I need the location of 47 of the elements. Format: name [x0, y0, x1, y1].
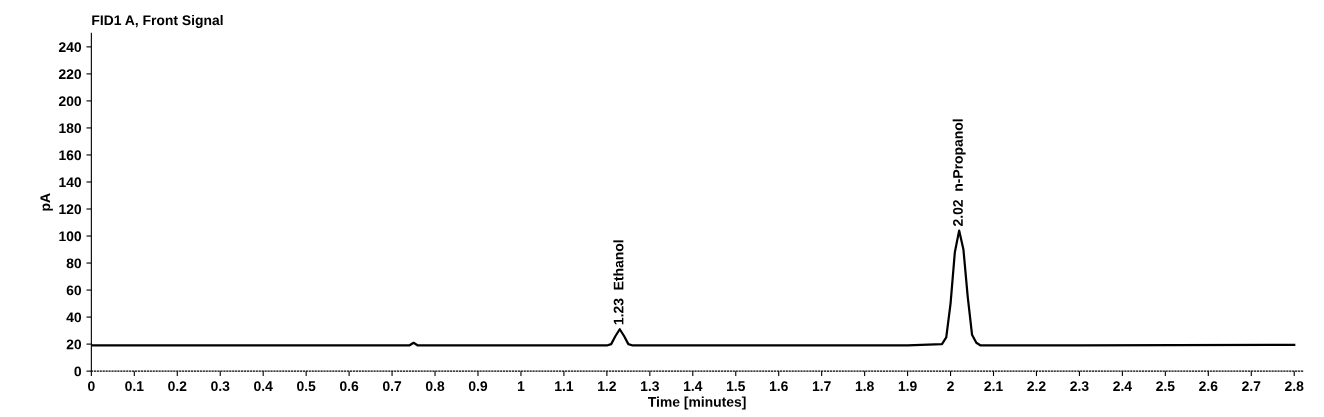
x-tick-label: 0 [88, 381, 95, 392]
x-tick-label: 1 [517, 381, 525, 391]
x-tick-label: 2.7 [1242, 381, 1261, 391]
y-tick-label: 40 [66, 312, 82, 323]
x-tick-label: 1.3 [641, 381, 659, 392]
x-tick-label: 0.3 [211, 381, 230, 392]
x-tick-label: 1.1 [555, 381, 574, 391]
x-tick-label: 1.7 [812, 381, 831, 391]
x-tick-label: 1.5 [726, 381, 746, 392]
y-tick-label: 160 [59, 150, 82, 161]
x-tick-label: 1.8 [855, 381, 874, 392]
x-tick-label: 2.5 [1156, 381, 1175, 392]
x-tick-label: 2 [947, 381, 954, 391]
x-tick-label: 2.1 [984, 381, 1003, 391]
y-tick-label: 80 [66, 258, 82, 269]
x-tick-label: 0.5 [297, 381, 316, 392]
x-tick-label: 0.6 [340, 381, 359, 392]
y-tick-label: 220 [58, 69, 82, 80]
y-tick-label: 180 [59, 123, 82, 134]
x-tick-label: 2.6 [1199, 381, 1218, 392]
y-tick-label: 20 [66, 339, 82, 350]
x-tick-label: 0.1 [125, 381, 144, 392]
x-tick-label: 0.7 [382, 381, 402, 392]
x-axis-title: Time [minutes] [647, 396, 746, 410]
x-tick-label: 0.4 [254, 381, 273, 392]
x-tick-label: 2.8 [1285, 381, 1304, 392]
x-tick-label: 1.4 [684, 381, 703, 391]
x-tick-label: 1.2 [598, 381, 616, 391]
y-axis-title: pA [40, 193, 53, 211]
x-tick-label: 2.2 [1027, 381, 1046, 391]
y-tick-label: 140 [59, 177, 82, 188]
x-tick-label: 0.2 [168, 381, 187, 392]
x-tick-label: 0.8 [425, 381, 445, 392]
y-tick-label: 240 [58, 42, 82, 53]
annotation: 1.23 Ethanol [613, 240, 624, 325]
y-tick-label: 120 [59, 204, 82, 215]
y-tick-label: 0 [74, 366, 82, 377]
x-tick-label: 2.4 [1113, 381, 1132, 391]
chart-title: FID1 A, Front Signal [92, 14, 223, 28]
x-tick-label: 2.3 [1070, 381, 1089, 392]
x-tick-label: 1.6 [769, 381, 788, 392]
y-tick-label: 60 [66, 285, 82, 296]
y-tick-label: 100 [59, 231, 82, 242]
y-tick-label: 200 [58, 96, 82, 107]
annotation: 2.02 n-Propanol [952, 119, 966, 226]
x-tick-label: 0.9 [468, 381, 488, 392]
x-tick-label: 1.9 [898, 381, 917, 392]
